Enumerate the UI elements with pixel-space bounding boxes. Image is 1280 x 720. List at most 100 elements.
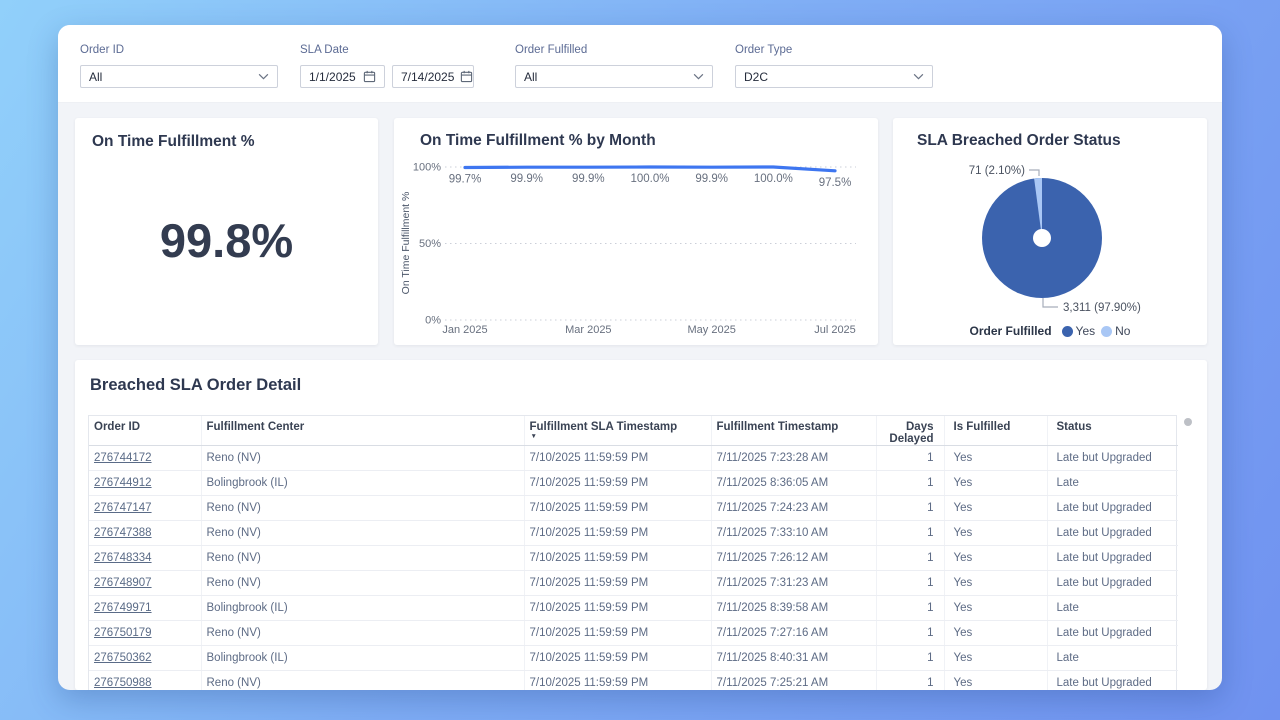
chart-text: Jan 2025 <box>442 324 487 336</box>
order-id-link[interactable]: 276747388 <box>94 527 152 539</box>
legend-item-no[interactable]: No <box>1101 324 1130 338</box>
table-cell: Late but Upgraded <box>1047 545 1178 571</box>
order-type-dropdown[interactable]: D2C <box>735 65 933 88</box>
table-row[interactable]: 276747147 Reno (NV) 7/10/2025 11:59:59 PM 7… <box>89 495 1178 521</box>
donut-chart[interactable]: 71 (2.10%) 3,311 (97.90%) <box>893 118 1207 345</box>
chart-text: 99.9% <box>695 173 728 185</box>
table-row[interactable]: 276750179 Reno (NV) 7/10/2025 11:59:59 PM 7… <box>89 620 1178 646</box>
table-cell: Late but Upgraded <box>1047 570 1178 596</box>
chevron-down-icon <box>913 73 924 80</box>
pie-slice-no[interactable] <box>1034 178 1042 238</box>
order-id-cell[interactable]: 276744912 <box>89 470 202 496</box>
table-row[interactable]: 276748334 Reno (NV) 7/10/2025 11:59:59 PM 7… <box>89 545 1178 571</box>
order-id-cell[interactable]: 276747388 <box>89 520 202 546</box>
table-cell: 1 <box>876 520 945 546</box>
line-chart[interactable]: On Time Fulfillment % 0% 50% 100% Jan 2025 M… <box>394 118 878 345</box>
sort-desc-icon: ▼ <box>530 433 537 440</box>
legend-label-no: No <box>1115 324 1131 338</box>
order-id-cell[interactable]: 276750988 <box>89 670 202 690</box>
table-cell: Late but Upgraded <box>1056 677 1152 690</box>
table-cell: 7/10/2025 11:59:59 PM <box>524 645 712 671</box>
order-id-link[interactable]: 276750362 <box>94 652 152 664</box>
table-title: Breached SLA Order Detail <box>90 376 302 394</box>
table-row[interactable]: 276748907 Reno (NV) 7/10/2025 11:59:59 PM 7… <box>89 570 1178 596</box>
table-cell: Yes <box>944 595 1048 621</box>
filter-bar: Order ID All SLA Date 1/1/2025 7/14/2025… <box>58 25 1222 103</box>
table-cell: 7/11/2025 7:24:23 AM <box>711 495 877 521</box>
chart-text: 99.9% <box>510 173 543 185</box>
table-cell: 7/11/2025 7:23:28 AM <box>711 445 877 471</box>
chart-text: 100% <box>413 162 441 174</box>
table-cell: 1 <box>876 495 945 521</box>
order-id-link[interactable]: 276744172 <box>94 452 152 464</box>
table-row[interactable]: 276747388 Reno (NV) 7/10/2025 11:59:59 PM 7… <box>89 520 1178 546</box>
table-cell: 1 <box>876 545 945 571</box>
table-cell: Late <box>1047 595 1178 621</box>
order-id-link[interactable]: 276749971 <box>94 602 152 614</box>
table-row[interactable]: 276750362 Bolingbrook (IL) 7/10/2025 11:59… <box>89 645 1178 671</box>
column-header-status[interactable]: Status <box>1047 416 1178 446</box>
table-row[interactable]: 276750988 Reno (NV) 7/10/2025 11:59:59 PM 7… <box>89 670 1178 690</box>
table-cell: Reno (NV) <box>201 445 525 471</box>
callout-label-no: 71 (2.10%) <box>969 165 1025 177</box>
table-cell: 7/10/2025 11:59:59 PM <box>524 545 712 571</box>
table-cell: Reno (NV) <box>201 670 525 690</box>
donut-chart-title: SLA Breached Order Status <box>917 132 1121 149</box>
table-cell: Late but Upgraded <box>1047 620 1178 646</box>
table-cell: Yes <box>944 570 1048 596</box>
order-id-link[interactable]: 276747147 <box>94 502 152 514</box>
table-scrollbar-thumb[interactable] <box>1184 418 1192 426</box>
kpi-card-on-time-fulfillment: On Time Fulfillment % 99.8% <box>75 118 378 345</box>
order-id-link[interactable]: 276748907 <box>94 577 152 589</box>
table-cell: 1 <box>876 570 945 596</box>
table-cell: Yes <box>944 470 1048 496</box>
table-cell: Yes <box>944 620 1048 646</box>
table-cell: Reno (NV) <box>201 545 525 571</box>
order-id-link[interactable]: 276744912 <box>94 477 152 489</box>
table-cell: 1 <box>876 445 945 471</box>
chart-text: 99.9% <box>572 173 605 185</box>
column-header-days-delayed[interactable]: Days Delayed <box>876 416 945 446</box>
column-header-fulfillment-timestamp[interactable]: Fulfillment Timestamp <box>711 416 877 446</box>
order-id-cell[interactable]: 276748334 <box>89 545 202 571</box>
order-id-cell[interactable]: 276749971 <box>89 595 202 621</box>
order-id-link[interactable]: 276750988 <box>94 677 152 690</box>
table-card: Breached SLA Order Detail Order ID Fulfil… <box>75 360 1207 690</box>
line-series[interactable] <box>463 165 837 173</box>
order-id-link[interactable]: 276750179 <box>94 627 152 639</box>
order-fulfilled-filter-label: Order Fulfilled <box>515 44 588 56</box>
table-cell: Yes <box>944 495 1048 521</box>
table-row[interactable]: 276749971 Bolingbrook (IL) 7/10/2025 11:59… <box>89 595 1178 621</box>
order-id-link[interactable]: 276748334 <box>94 552 152 564</box>
table-cell: 7/10/2025 11:59:59 PM <box>524 670 712 690</box>
sla-date-end-input[interactable]: 7/14/2025 <box>392 65 474 88</box>
chart-text: May 2025 <box>688 324 736 336</box>
table-cell: Yes <box>944 520 1048 546</box>
table-cell: 1 <box>876 670 945 690</box>
data-table: Order ID Fulfillment Center Fulfillment SL… <box>88 415 1178 690</box>
legend-item-yes[interactable]: Yes <box>1061 324 1096 338</box>
column-header-order-id[interactable]: Order ID <box>89 416 202 446</box>
table-row[interactable]: 276744912 Bolingbrook (IL) 7/10/2025 11:59… <box>89 470 1178 496</box>
column-header-fulfillment-center[interactable]: Fulfillment Center <box>201 416 525 446</box>
table-cell: 7/11/2025 8:36:05 AM <box>711 470 877 496</box>
table-cell: Reno (NV) <box>201 520 525 546</box>
kpi-title: On Time Fulfillment % <box>92 133 255 150</box>
order-id-cell[interactable]: 276747147 <box>89 495 202 521</box>
column-header-fulfillment-sla-timestamp[interactable]: Fulfillment SLA Timestamp ▼ <box>524 416 712 446</box>
column-header-is-fulfilled[interactable]: Is Fulfilled <box>944 416 1048 446</box>
table-cell: 1 <box>876 620 945 646</box>
order-id-cell[interactable]: 276744172 <box>89 445 202 471</box>
legend-label-yes: Yes <box>1075 324 1096 338</box>
order-id-dropdown[interactable]: All <box>80 65 278 88</box>
y-axis-title: On Time Fulfillment % <box>400 192 412 295</box>
order-fulfilled-dropdown[interactable]: All <box>515 65 713 88</box>
order-id-cell[interactable]: 276750179 <box>89 620 202 646</box>
order-id-cell[interactable]: 276750362 <box>89 645 202 671</box>
table-cell: Late <box>1047 470 1178 496</box>
table-row[interactable]: 276744172 Reno (NV) 7/10/2025 11:59:59 PM 7… <box>89 445 1178 471</box>
order-id-cell[interactable]: 276748907 <box>89 570 202 596</box>
table-cell: Late but Upgraded <box>1047 520 1178 546</box>
sla-date-start-input[interactable]: 1/1/2025 <box>300 65 385 88</box>
